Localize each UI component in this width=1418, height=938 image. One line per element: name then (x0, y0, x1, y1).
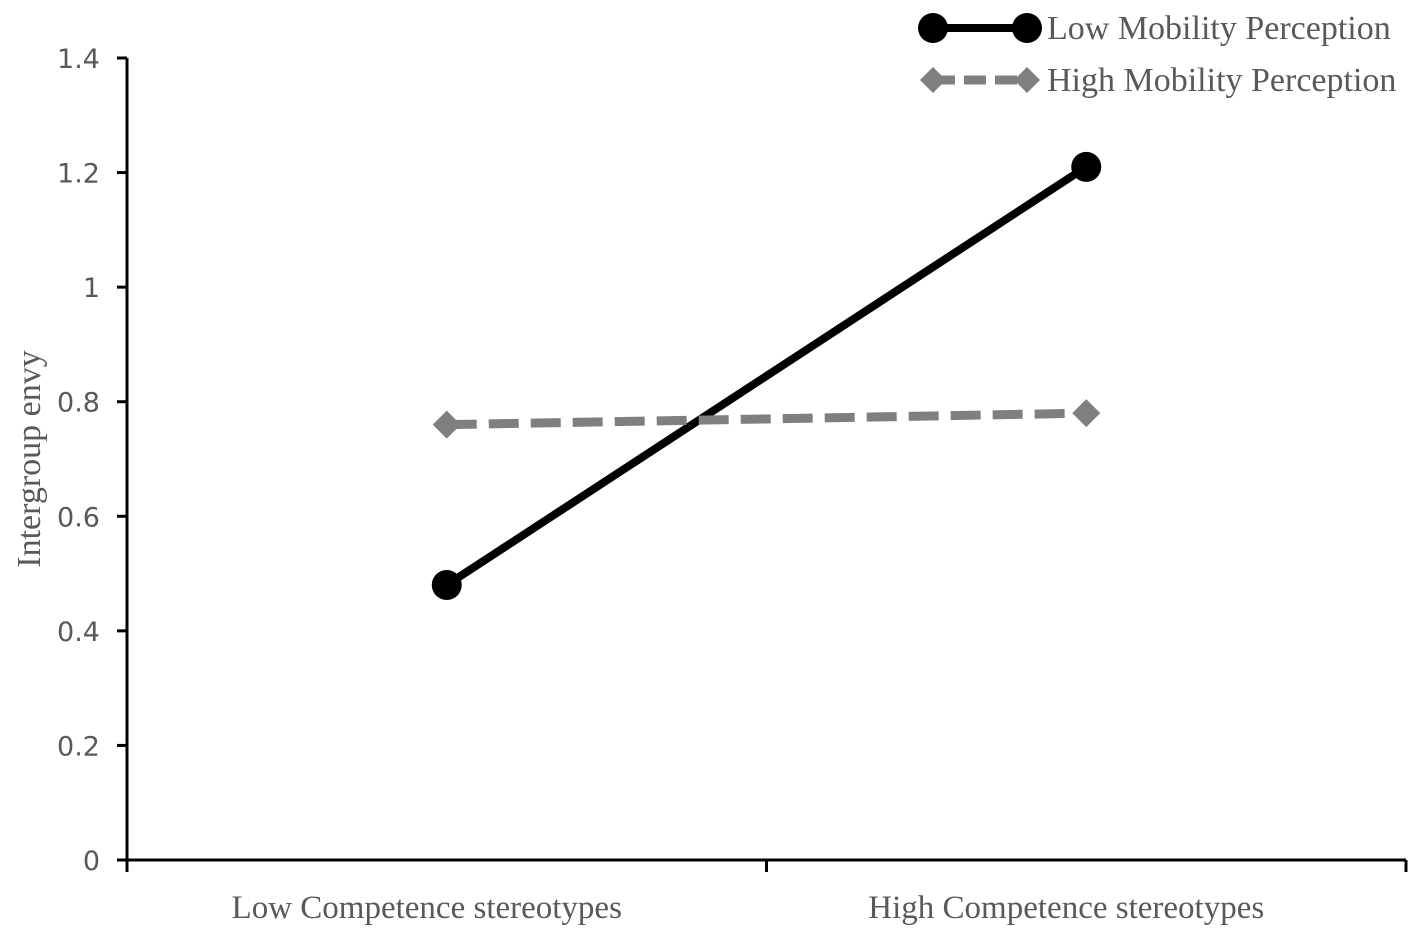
legend: Low Mobility Perception High Mobility Per… (918, 10, 1396, 99)
legend-label: High Mobility Perception (1047, 62, 1396, 99)
y-tick-label: 0.8 (57, 388, 100, 419)
diamond-marker (1072, 399, 1101, 428)
circle-marker (1071, 151, 1102, 182)
legend-item: Low Mobility Perception (918, 10, 1391, 47)
y-tick-label: 0 (83, 846, 100, 877)
x-category-label: High Competence stereotypes (868, 890, 1264, 926)
series-1 (431, 151, 1102, 601)
legend-diamond-marker (1014, 67, 1040, 93)
legend-label: Low Mobility Perception (1047, 10, 1391, 47)
legend-circle-marker (918, 13, 948, 43)
series-line (446, 408, 1087, 430)
y-tick-label: 1 (83, 273, 100, 304)
y-tick-label: 0.6 (57, 502, 100, 533)
y-tick-label: 0.2 (57, 731, 100, 762)
legend-item: High Mobility Perception (920, 62, 1396, 99)
y-axis-title: Intergroup envy (11, 350, 48, 567)
legend-diamond-marker (920, 67, 946, 93)
legend-circle-marker (1012, 13, 1042, 43)
y-ticks: 0 0.2 0.4 0.6 0.8 1 1.2 1.4 (57, 44, 127, 877)
series-2 (432, 399, 1101, 439)
circle-marker (431, 570, 462, 601)
diamond-marker (432, 410, 461, 439)
series (431, 151, 1102, 601)
y-tick-label: 0.4 (57, 617, 100, 648)
axes (125, 58, 1406, 862)
series-line (444, 163, 1089, 589)
y-tick-label: 1.2 (57, 159, 100, 190)
x-category-label: Low Competence stereotypes (232, 890, 622, 926)
y-tick-label: 1.4 (57, 44, 100, 75)
x-ticks: Low Competence stereotypes High Competenc… (125, 860, 1408, 926)
